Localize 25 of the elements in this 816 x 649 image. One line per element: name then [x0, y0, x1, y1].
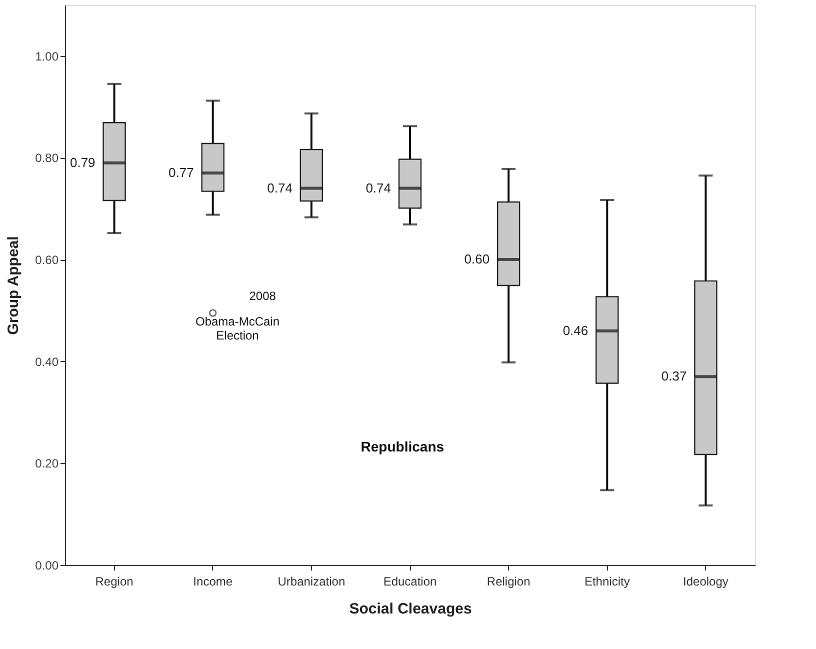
x-tick-label: Education — [383, 574, 437, 588]
annotation: Obama-McCain Election — [195, 314, 280, 342]
y-tick-label: 0.20 — [35, 456, 59, 471]
annotation: 2008 — [249, 289, 276, 304]
y-tick-label: 1.00 — [35, 49, 59, 64]
text: 0.37 — [661, 368, 687, 384]
x-axis-title: Social Cleavages — [349, 600, 472, 618]
x-tick-label: Urbanization — [278, 574, 346, 588]
y-tick-label: 0.40 — [35, 354, 59, 369]
annotation: Republicans — [360, 438, 444, 454]
x-tick-label: Religion — [486, 574, 530, 588]
x-tick-label: Ideology — [683, 574, 728, 588]
y-tick-label: 0.80 — [35, 151, 59, 166]
text: 0.60 — [464, 252, 490, 267]
text: 0.46 — [562, 322, 588, 338]
y-tick-label: 0.00 — [35, 558, 59, 572]
x-tick-label: Ethnicity — [584, 574, 630, 588]
y-tick-label: 0.60 — [35, 253, 59, 268]
text: 0.74 — [267, 180, 292, 196]
x-tick-label: Income — [193, 574, 233, 588]
text: 0.79 — [70, 154, 96, 170]
x-tick-label: Region — [95, 574, 134, 588]
text: 0.74 — [366, 180, 391, 196]
y-axis-title: Group Appeal — [5, 236, 22, 335]
text: 0.77 — [168, 165, 194, 180]
